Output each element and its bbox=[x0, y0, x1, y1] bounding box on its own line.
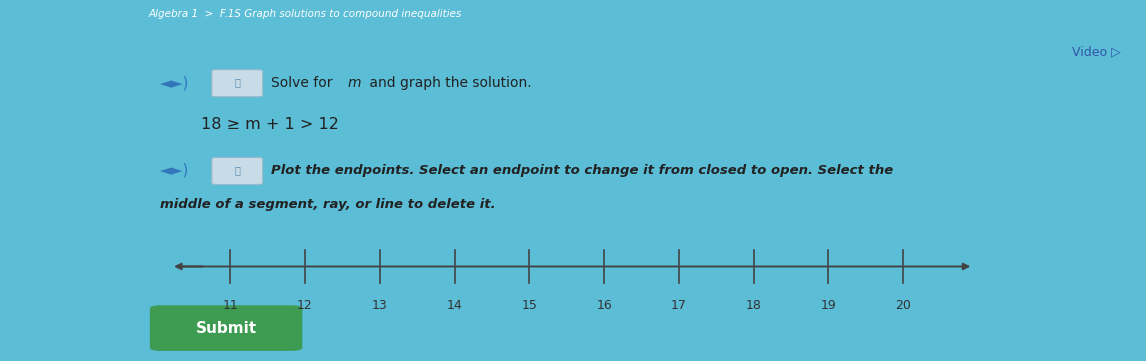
Text: Plot the endpoints. Select an endpoint to change it from closed to open. Select : Plot the endpoints. Select an endpoint t… bbox=[270, 164, 893, 177]
Text: and graph the solution.: and graph the solution. bbox=[366, 75, 532, 90]
Text: 13: 13 bbox=[372, 299, 387, 312]
Text: 12: 12 bbox=[297, 299, 313, 312]
Text: 20: 20 bbox=[895, 299, 911, 312]
Text: middle of a segment, ray, or line to delete it.: middle of a segment, ray, or line to del… bbox=[160, 197, 495, 210]
Text: m: m bbox=[347, 75, 361, 90]
Text: ⧉: ⧉ bbox=[234, 78, 241, 87]
Text: ◄►): ◄►) bbox=[160, 163, 189, 178]
Text: 16: 16 bbox=[596, 299, 612, 312]
Text: ◄►): ◄►) bbox=[160, 75, 189, 90]
Text: 19: 19 bbox=[821, 299, 837, 312]
FancyBboxPatch shape bbox=[212, 157, 262, 184]
Text: 15: 15 bbox=[521, 299, 537, 312]
Text: 14: 14 bbox=[447, 299, 463, 312]
Text: 18: 18 bbox=[746, 299, 762, 312]
Text: Submit: Submit bbox=[196, 321, 257, 336]
Text: Algebra 1  >  F.1S Graph solutions to compound inequalities: Algebra 1 > F.1S Graph solutions to comp… bbox=[149, 9, 462, 19]
Text: ⧉: ⧉ bbox=[234, 165, 241, 175]
FancyBboxPatch shape bbox=[150, 305, 303, 351]
Text: 11: 11 bbox=[222, 299, 238, 312]
Text: Video ▷: Video ▷ bbox=[1072, 45, 1121, 58]
FancyBboxPatch shape bbox=[212, 70, 262, 97]
Text: 18 ≥ m + 1 > 12: 18 ≥ m + 1 > 12 bbox=[201, 117, 338, 132]
Text: Solve for: Solve for bbox=[270, 75, 337, 90]
Text: 17: 17 bbox=[670, 299, 686, 312]
